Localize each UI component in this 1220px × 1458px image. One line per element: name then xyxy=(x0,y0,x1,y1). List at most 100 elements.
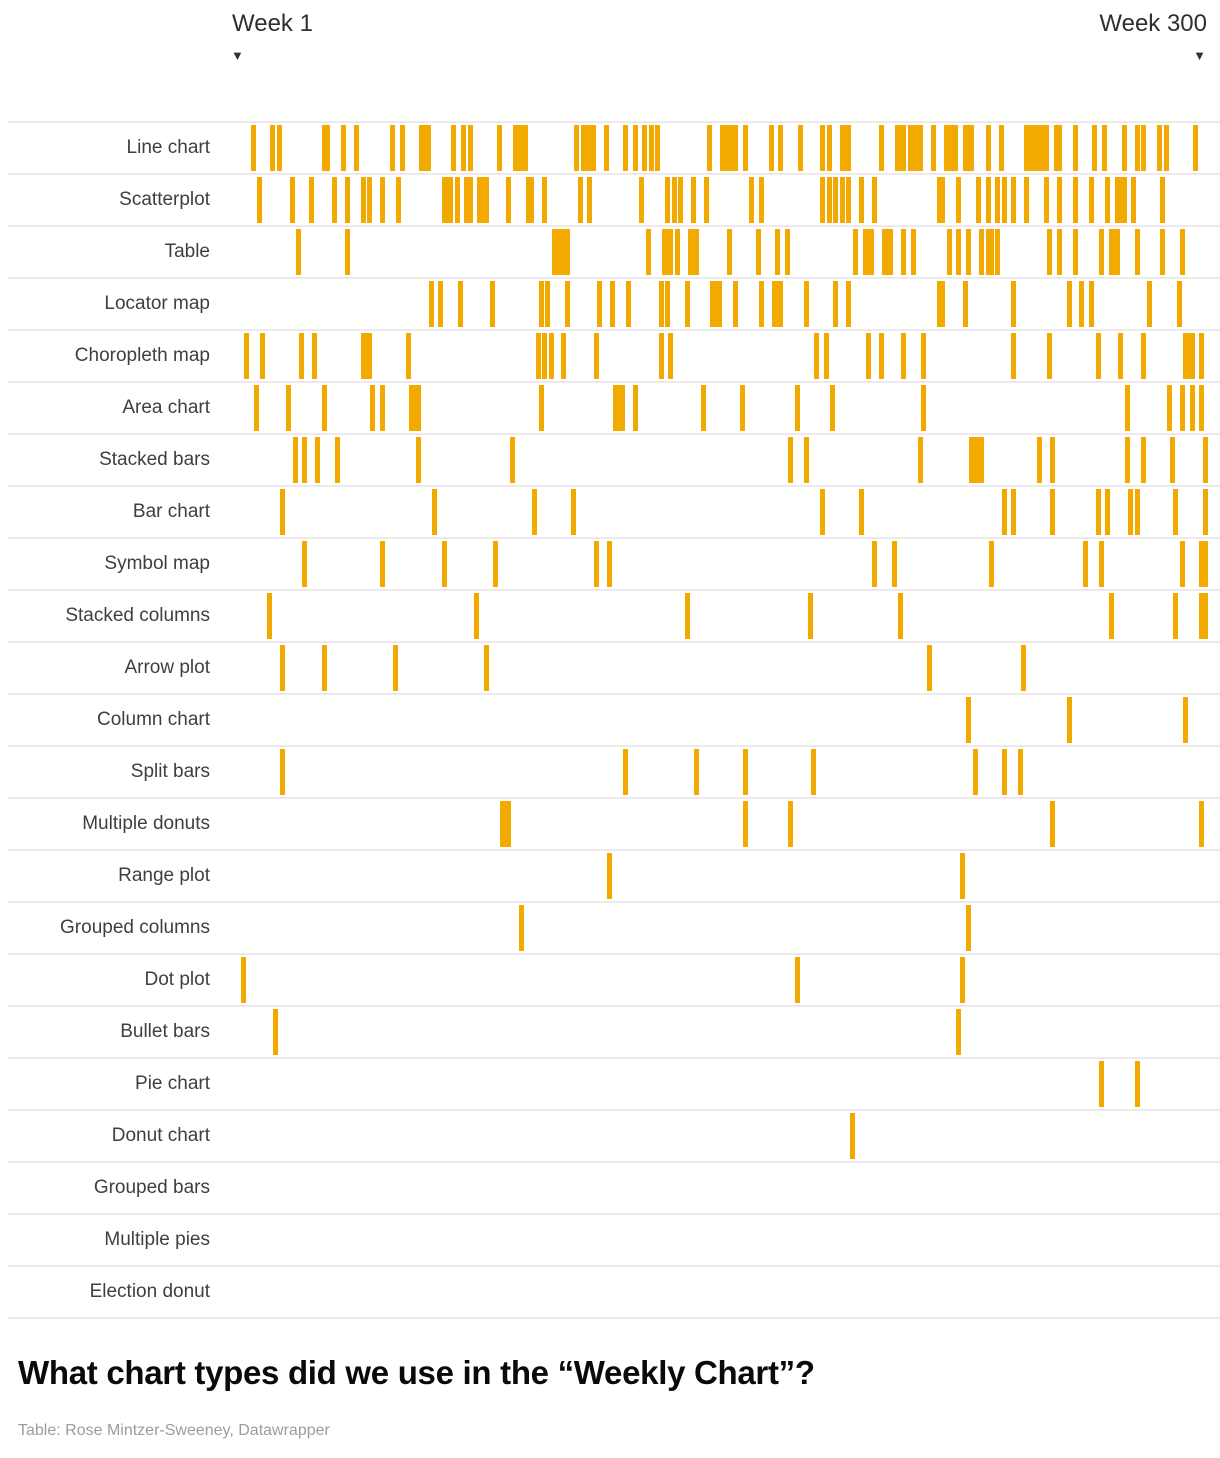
week-tick[interactable] xyxy=(1183,333,1189,379)
week-tick[interactable] xyxy=(571,489,577,535)
week-tick[interactable] xyxy=(710,281,716,327)
week-tick[interactable] xyxy=(506,177,512,223)
week-tick[interactable] xyxy=(742,801,748,847)
week-tick[interactable] xyxy=(878,125,884,171)
week-tick[interactable] xyxy=(266,593,272,639)
week-tick[interactable] xyxy=(564,229,570,275)
week-tick[interactable] xyxy=(917,437,923,483)
week-tick[interactable] xyxy=(292,437,298,483)
week-tick[interactable] xyxy=(363,333,369,379)
week-tick[interactable] xyxy=(1108,593,1114,639)
week-tick[interactable] xyxy=(622,125,628,171)
week-tick[interactable] xyxy=(723,125,729,171)
week-tick[interactable] xyxy=(1056,177,1062,223)
week-tick[interactable] xyxy=(1199,385,1205,431)
week-tick[interactable] xyxy=(289,177,295,223)
week-tick[interactable] xyxy=(325,125,331,171)
week-tick[interactable] xyxy=(1095,333,1101,379)
week-tick[interactable] xyxy=(525,177,531,223)
week-tick[interactable] xyxy=(642,125,648,171)
week-tick[interactable] xyxy=(1199,801,1205,847)
week-tick[interactable] xyxy=(894,125,900,171)
week-tick[interactable] xyxy=(1030,125,1036,171)
week-tick[interactable] xyxy=(574,125,580,171)
week-tick[interactable] xyxy=(441,177,447,223)
week-tick[interactable] xyxy=(872,541,878,587)
week-tick[interactable] xyxy=(273,1009,279,1055)
week-tick[interactable] xyxy=(979,437,985,483)
week-tick[interactable] xyxy=(1170,437,1176,483)
week-tick[interactable] xyxy=(428,281,434,327)
week-tick[interactable] xyxy=(279,489,285,535)
week-tick[interactable] xyxy=(898,593,904,639)
week-tick[interactable] xyxy=(820,489,826,535)
week-tick[interactable] xyxy=(616,385,622,431)
week-tick[interactable] xyxy=(758,177,764,223)
week-tick[interactable] xyxy=(257,177,263,223)
week-tick[interactable] xyxy=(467,125,473,171)
week-tick[interactable] xyxy=(726,229,732,275)
week-tick[interactable] xyxy=(529,177,535,223)
week-tick[interactable] xyxy=(742,125,748,171)
week-tick[interactable] xyxy=(920,385,926,431)
week-tick[interactable] xyxy=(988,541,994,587)
week-tick[interactable] xyxy=(409,385,415,431)
week-tick[interactable] xyxy=(1199,333,1205,379)
week-tick[interactable] xyxy=(279,645,285,691)
week-tick[interactable] xyxy=(587,177,593,223)
week-tick[interactable] xyxy=(1105,489,1111,535)
week-tick[interactable] xyxy=(814,333,819,379)
week-tick[interactable] xyxy=(690,229,696,275)
week-tick[interactable] xyxy=(1121,125,1127,171)
week-tick[interactable] xyxy=(545,281,551,327)
week-tick[interactable] xyxy=(1121,177,1127,223)
week-tick[interactable] xyxy=(461,125,467,171)
week-tick[interactable] xyxy=(302,437,308,483)
week-tick[interactable] xyxy=(1202,437,1208,483)
week-tick[interactable] xyxy=(1047,229,1053,275)
week-tick[interactable] xyxy=(707,125,713,171)
week-tick[interactable] xyxy=(966,229,972,275)
week-tick[interactable] xyxy=(626,281,632,327)
week-tick[interactable] xyxy=(979,229,985,275)
week-tick[interactable] xyxy=(584,125,590,171)
week-tick[interactable] xyxy=(687,229,693,275)
week-tick[interactable] xyxy=(1017,749,1023,795)
week-tick[interactable] xyxy=(425,125,431,171)
week-tick[interactable] xyxy=(807,593,813,639)
week-tick[interactable] xyxy=(1056,125,1062,171)
week-tick[interactable] xyxy=(321,125,327,171)
week-tick[interactable] xyxy=(956,229,962,275)
week-tick[interactable] xyxy=(1173,593,1179,639)
week-tick[interactable] xyxy=(1199,593,1205,639)
week-tick[interactable] xyxy=(1160,177,1166,223)
week-tick[interactable] xyxy=(956,177,962,223)
week-tick[interactable] xyxy=(577,177,583,223)
week-tick[interactable] xyxy=(949,125,955,171)
week-tick[interactable] xyxy=(367,333,373,379)
week-tick[interactable] xyxy=(661,229,667,275)
week-tick[interactable] xyxy=(1160,229,1166,275)
week-tick[interactable] xyxy=(843,125,849,171)
week-tick[interactable] xyxy=(1001,177,1007,223)
week-tick[interactable] xyxy=(610,281,616,327)
week-tick[interactable] xyxy=(1098,541,1104,587)
week-tick[interactable] xyxy=(778,125,784,171)
week-tick[interactable] xyxy=(826,125,832,171)
week-tick[interactable] xyxy=(1056,229,1062,275)
week-tick[interactable] xyxy=(940,281,946,327)
week-tick[interactable] xyxy=(956,1009,962,1055)
week-tick[interactable] xyxy=(820,125,826,171)
week-tick[interactable] xyxy=(788,437,794,483)
week-tick[interactable] xyxy=(862,229,868,275)
week-tick[interactable] xyxy=(726,125,732,171)
week-tick[interactable] xyxy=(937,281,943,327)
week-tick[interactable] xyxy=(551,229,557,275)
week-tick[interactable] xyxy=(1050,489,1056,535)
week-tick[interactable] xyxy=(985,125,991,171)
week-tick[interactable] xyxy=(668,229,674,275)
week-tick[interactable] xyxy=(590,125,596,171)
week-tick[interactable] xyxy=(344,177,350,223)
week-tick[interactable] xyxy=(250,125,256,171)
week-tick[interactable] xyxy=(771,281,777,327)
